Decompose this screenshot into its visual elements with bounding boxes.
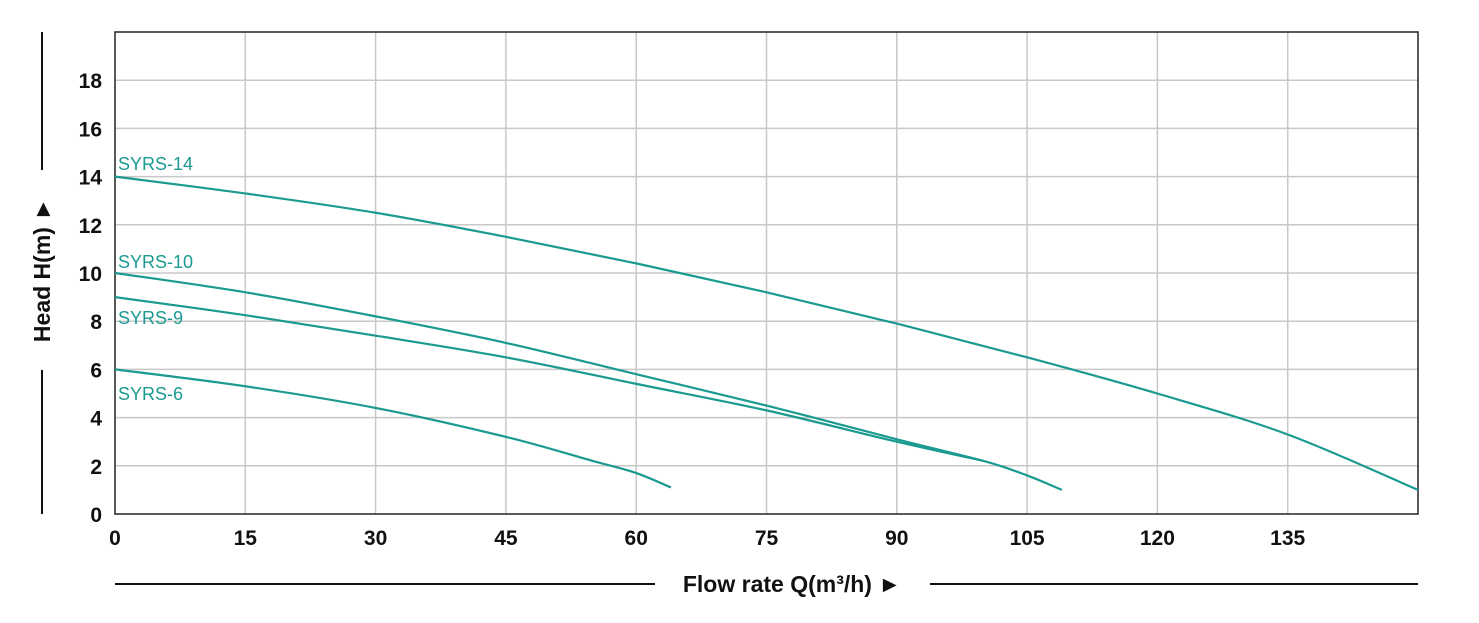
- x-tick-label: 60: [625, 527, 648, 550]
- x-tick-label: 0: [109, 527, 121, 550]
- series-line-syrs-6: [114, 368, 672, 489]
- x-tick-label: 105: [1010, 527, 1045, 550]
- x-axis-label: Flow rate Q(m³/h) ►: [683, 571, 901, 597]
- series-label: SYRS-6: [118, 384, 183, 404]
- series-line-syrs-14: [114, 175, 1419, 491]
- x-tick-label: 45: [494, 527, 518, 550]
- y-tick-label: 2: [90, 456, 102, 479]
- y-tick-label: 16: [79, 118, 102, 141]
- y-tick-label: 14: [79, 167, 103, 190]
- series-label: SYRS-9: [118, 308, 183, 328]
- series-label: SYRS-10: [118, 252, 193, 272]
- x-tick-label: 135: [1270, 527, 1305, 550]
- y-tick-label: 10: [79, 263, 102, 286]
- x-tick-label: 30: [364, 527, 387, 550]
- x-tick-label: 120: [1140, 527, 1175, 550]
- series-line-syrs-9: [114, 296, 984, 463]
- y-tick-label: 0: [90, 504, 102, 527]
- y-tick-label: 4: [90, 408, 102, 431]
- x-tick-label: 75: [755, 527, 779, 550]
- y-tick-label: 6: [90, 359, 102, 382]
- x-tick-label: 90: [885, 527, 908, 550]
- x-tick-label: 15: [234, 527, 258, 550]
- series-label: SYRS-14: [118, 154, 193, 174]
- y-tick-label: 12: [79, 215, 102, 238]
- y-tick-label: 18: [79, 70, 103, 93]
- y-tick-label: 8: [90, 311, 102, 334]
- series-line-syrs-10: [114, 271, 1063, 491]
- y-axis-label: Head H(m) ►: [29, 198, 55, 342]
